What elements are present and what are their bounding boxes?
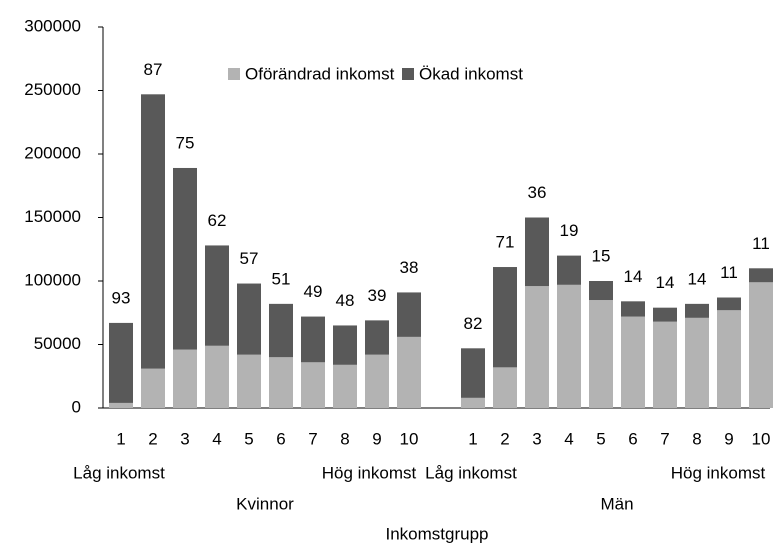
x-tick-label: 1 (116, 429, 125, 448)
legend-swatch (402, 68, 414, 80)
x-tick-label: 2 (500, 429, 509, 448)
data-label: 15 (592, 246, 611, 265)
x-tick-label: 5 (596, 429, 605, 448)
y-tick-label: 250000 (24, 80, 81, 99)
x-axis-label: Inkomstgrupp (386, 524, 489, 543)
bar-segment (525, 217, 549, 287)
bar-segment (365, 354, 389, 408)
data-label: 11 (720, 263, 738, 282)
x-tick-label: 9 (724, 429, 733, 448)
bar-segment (589, 281, 613, 301)
group-high-label: Hög inkomst (322, 463, 417, 482)
bar-segment (333, 364, 357, 408)
group-low-label: Låg inkomst (425, 463, 517, 482)
legend-label: Oförändrad inkomst (245, 64, 395, 83)
bar-segment (205, 245, 229, 346)
bar-segment (301, 362, 325, 408)
bar-segment (237, 354, 261, 408)
data-label: 62 (208, 211, 227, 230)
data-label: 14 (656, 273, 675, 292)
bar-segment (109, 402, 133, 408)
group-high-label: Hög inkomst (671, 463, 766, 482)
data-label: 11 (752, 234, 770, 253)
bar-segment (589, 300, 613, 408)
group-name: Kvinnor (236, 494, 294, 513)
x-tick-label: 8 (692, 429, 701, 448)
bar-segment (621, 301, 645, 317)
data-label: 36 (528, 183, 547, 202)
x-tick-label: 5 (244, 429, 253, 448)
x-tick-label: 7 (660, 429, 669, 448)
bar-segment (493, 367, 517, 408)
bar-segment (557, 284, 581, 408)
bar-segment (173, 349, 197, 408)
y-tick-label: 0 (72, 397, 81, 416)
x-tick-label: 4 (212, 429, 221, 448)
x-tick-label: 3 (180, 429, 189, 448)
bar-segment (653, 321, 677, 408)
x-tick-label: 4 (564, 429, 573, 448)
x-tick-label: 8 (340, 429, 349, 448)
bar-segment (525, 286, 549, 408)
x-tick-label: 2 (148, 429, 157, 448)
data-label: 14 (688, 269, 707, 288)
bar-segment (269, 303, 293, 358)
legend-swatch (228, 68, 240, 80)
data-label: 82 (464, 314, 483, 333)
x-tick-label: 1 (468, 429, 477, 448)
y-tick-label: 150000 (24, 207, 81, 226)
x-tick-label: 10 (752, 429, 771, 448)
bar-segment (397, 292, 421, 337)
bar-segment (461, 397, 485, 408)
bar-segment (141, 368, 165, 408)
data-label: 51 (272, 269, 291, 288)
bar-segment (749, 282, 773, 408)
bar-segment (141, 94, 165, 369)
data-label: 75 (176, 133, 195, 152)
bar-segment (109, 322, 133, 403)
group-low-label: Låg inkomst (73, 463, 165, 482)
x-tick-label: 3 (532, 429, 541, 448)
data-label: 38 (400, 258, 419, 277)
x-tick-label: 6 (276, 429, 285, 448)
data-label: 39 (368, 286, 387, 305)
y-tick-label: 100000 (24, 270, 81, 289)
x-tick-label: 9 (372, 429, 381, 448)
data-label: 48 (336, 291, 355, 310)
group-name: Män (600, 494, 633, 513)
data-label: 19 (560, 221, 579, 240)
bar-segment (685, 317, 709, 408)
bar-segment (461, 348, 485, 398)
data-label: 49 (304, 282, 323, 301)
y-tick-label: 200000 (24, 143, 81, 162)
bar-segment (173, 167, 197, 350)
data-label: 57 (240, 249, 259, 268)
bar-segment (269, 357, 293, 408)
bar-segment (685, 303, 709, 318)
bar-segment (301, 316, 325, 363)
bar-segment (557, 255, 581, 285)
bar-segment (237, 283, 261, 355)
bar-segment (397, 336, 421, 408)
x-tick-label: 10 (400, 429, 419, 448)
bar-segment (717, 297, 741, 311)
data-label: 93 (112, 288, 131, 307)
bar-segment (717, 310, 741, 408)
x-tick-label: 6 (628, 429, 637, 448)
bar-segment (205, 345, 229, 408)
bar-segment (653, 307, 677, 322)
x-tick-label: 7 (308, 429, 317, 448)
y-tick-label: 300000 (24, 16, 81, 35)
data-label: 14 (624, 267, 643, 286)
bar-segment (365, 320, 389, 355)
legend-label: Ökad inkomst (419, 64, 523, 83)
bar-segment (749, 268, 773, 283)
data-label: 87 (144, 60, 163, 79)
bar-segment (493, 267, 517, 368)
y-tick-label: 50000 (34, 334, 81, 353)
data-label: 71 (496, 233, 515, 252)
bar-segment (621, 316, 645, 408)
bar-segment (333, 325, 357, 365)
